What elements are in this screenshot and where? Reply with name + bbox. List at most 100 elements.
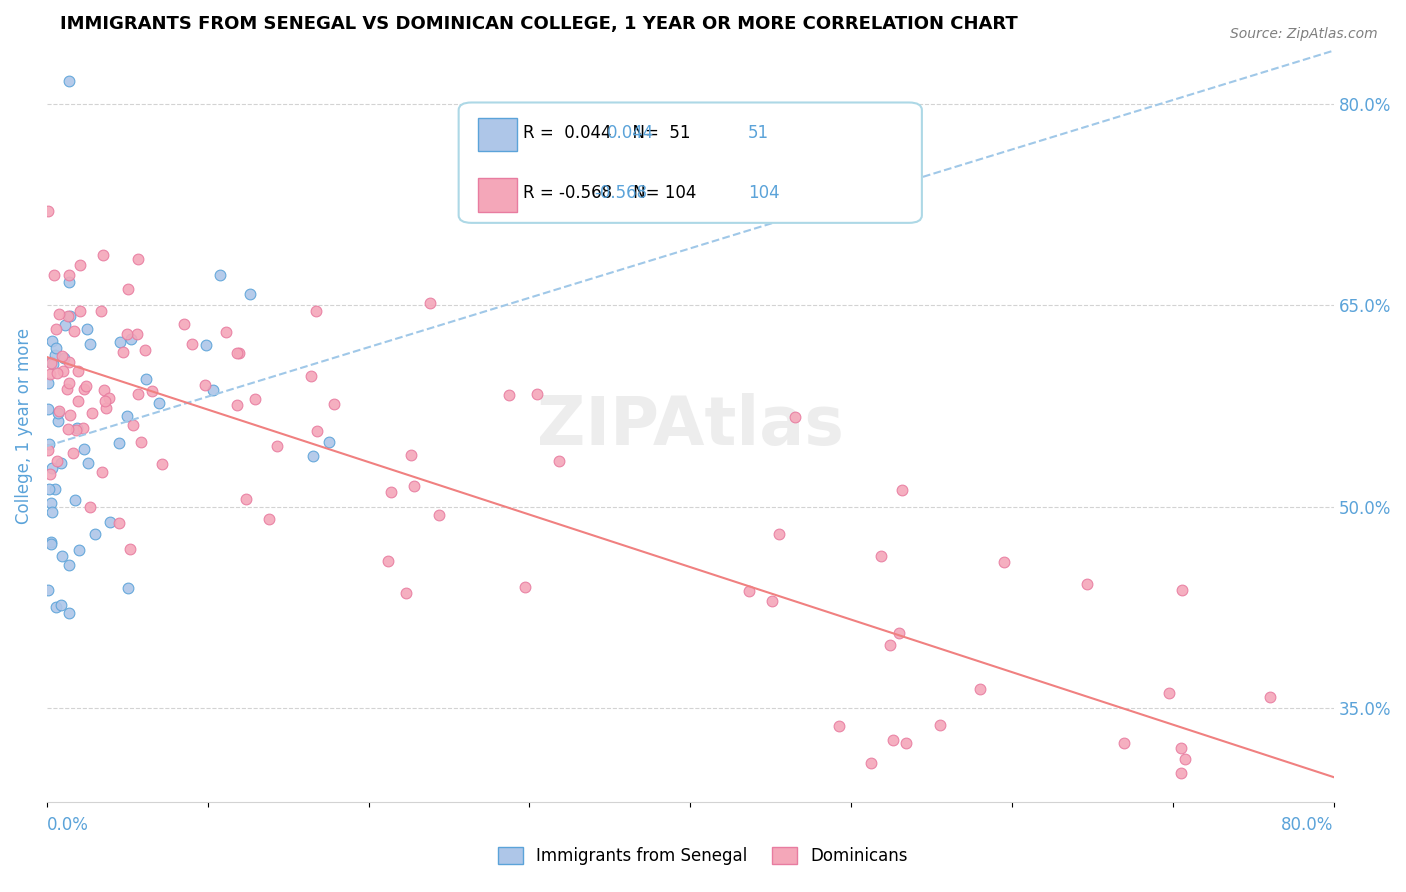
Point xyxy=(39,356,62,370)
Point xyxy=(93,393,115,408)
Point xyxy=(39,496,62,510)
Point xyxy=(93,383,115,397)
Point xyxy=(215,325,238,339)
Point xyxy=(134,343,156,357)
Point xyxy=(69,258,91,272)
Point xyxy=(73,442,96,457)
Point xyxy=(225,346,247,360)
Point xyxy=(401,448,423,462)
Point xyxy=(889,625,911,640)
Point xyxy=(79,337,101,351)
Point xyxy=(238,287,260,301)
Point xyxy=(90,303,112,318)
Point xyxy=(882,733,904,747)
Point xyxy=(896,736,918,750)
Point xyxy=(49,456,72,470)
Point xyxy=(52,364,75,378)
Point xyxy=(208,268,231,283)
Point xyxy=(1170,741,1192,756)
Point xyxy=(173,317,195,331)
Text: R = -0.568    N= 104: R = -0.568 N= 104 xyxy=(523,184,696,202)
Text: Source: ZipAtlas.com: Source: ZipAtlas.com xyxy=(1230,27,1378,41)
Point xyxy=(427,508,450,522)
Point xyxy=(58,606,80,620)
Point xyxy=(56,422,79,436)
Point xyxy=(46,414,69,428)
Point xyxy=(45,599,67,614)
Point xyxy=(395,586,418,600)
Point xyxy=(377,553,399,567)
Point xyxy=(859,756,882,771)
Point xyxy=(44,348,66,362)
Point xyxy=(79,500,101,514)
Point xyxy=(120,542,142,557)
Point xyxy=(952,811,974,825)
Point xyxy=(120,332,142,346)
Text: R =  0.044    N=  51: R = 0.044 N= 51 xyxy=(523,124,690,142)
Point xyxy=(94,401,117,415)
Point xyxy=(91,248,114,262)
Point xyxy=(380,485,402,500)
Point xyxy=(131,435,153,450)
Point xyxy=(45,341,67,355)
Point xyxy=(37,442,59,457)
Text: 0.0%: 0.0% xyxy=(46,815,89,833)
Point xyxy=(67,543,90,558)
Point xyxy=(928,718,950,732)
Point xyxy=(150,457,173,471)
Point xyxy=(127,387,149,401)
Point xyxy=(761,593,783,607)
Text: 51: 51 xyxy=(748,124,769,142)
Point xyxy=(97,391,120,405)
Point xyxy=(307,425,329,439)
Point xyxy=(41,505,63,519)
Point xyxy=(48,403,70,417)
Point xyxy=(37,376,59,391)
Point xyxy=(127,252,149,266)
Point xyxy=(879,638,901,652)
Point xyxy=(39,355,62,369)
Point xyxy=(515,580,537,594)
Point xyxy=(768,527,790,541)
Point xyxy=(63,492,86,507)
Point xyxy=(1171,582,1194,597)
Point xyxy=(53,318,76,333)
Point xyxy=(41,537,63,551)
Text: 0.044: 0.044 xyxy=(606,124,654,142)
Point xyxy=(38,367,60,381)
Point xyxy=(111,345,134,359)
Point xyxy=(141,384,163,398)
Point xyxy=(305,303,328,318)
Bar xyxy=(478,118,516,152)
Point xyxy=(235,492,257,507)
Point xyxy=(69,304,91,318)
Point xyxy=(46,454,69,468)
Point xyxy=(107,436,129,450)
Point xyxy=(125,327,148,342)
Point xyxy=(194,377,217,392)
Point xyxy=(201,383,224,397)
Point xyxy=(44,482,66,496)
Point xyxy=(115,409,138,424)
Point xyxy=(58,73,80,87)
Point xyxy=(322,397,344,411)
Point xyxy=(738,584,761,599)
Point xyxy=(498,388,520,402)
Point xyxy=(41,357,63,371)
Point xyxy=(56,309,79,323)
Point xyxy=(46,406,69,420)
Point xyxy=(84,527,107,541)
Point xyxy=(58,355,80,369)
Point xyxy=(243,392,266,406)
Point xyxy=(117,282,139,296)
Y-axis label: College, 1 year or more: College, 1 year or more xyxy=(15,328,32,524)
Point xyxy=(59,408,82,422)
Point xyxy=(117,581,139,595)
Point xyxy=(302,450,325,464)
Point xyxy=(58,276,80,290)
Point xyxy=(39,467,62,481)
Point xyxy=(1173,752,1195,766)
Point xyxy=(1170,766,1192,780)
Point xyxy=(59,309,82,323)
Point xyxy=(195,337,218,351)
